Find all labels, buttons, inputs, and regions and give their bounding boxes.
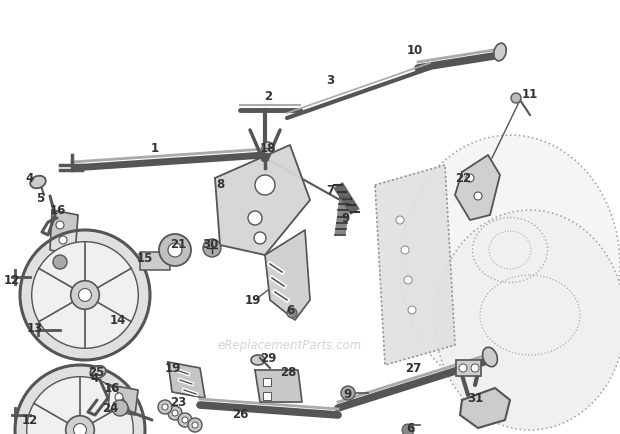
Ellipse shape bbox=[90, 366, 106, 378]
Circle shape bbox=[32, 242, 138, 349]
Polygon shape bbox=[375, 165, 455, 365]
Circle shape bbox=[182, 417, 188, 423]
Circle shape bbox=[168, 406, 182, 420]
Ellipse shape bbox=[251, 355, 265, 365]
Circle shape bbox=[511, 93, 521, 103]
Text: 29: 29 bbox=[260, 352, 276, 365]
Text: 5: 5 bbox=[36, 191, 44, 204]
Polygon shape bbox=[168, 362, 205, 398]
Circle shape bbox=[203, 239, 221, 257]
Circle shape bbox=[471, 364, 479, 372]
Text: 19: 19 bbox=[245, 293, 261, 306]
Circle shape bbox=[248, 211, 262, 225]
Text: 3: 3 bbox=[326, 73, 334, 86]
Text: 10: 10 bbox=[407, 43, 423, 56]
Circle shape bbox=[404, 276, 412, 284]
Text: 7: 7 bbox=[326, 184, 334, 197]
Circle shape bbox=[79, 289, 91, 302]
Text: 6: 6 bbox=[406, 421, 414, 434]
Polygon shape bbox=[265, 230, 310, 320]
Circle shape bbox=[192, 422, 198, 428]
Circle shape bbox=[401, 246, 409, 254]
Text: 16: 16 bbox=[104, 381, 120, 395]
Text: 4: 4 bbox=[91, 372, 99, 385]
Polygon shape bbox=[215, 145, 310, 255]
Circle shape bbox=[396, 216, 404, 224]
Text: 4: 4 bbox=[26, 171, 34, 184]
Circle shape bbox=[112, 400, 128, 416]
Circle shape bbox=[27, 377, 133, 434]
Text: 19: 19 bbox=[165, 362, 181, 375]
Text: 26: 26 bbox=[232, 408, 248, 421]
Circle shape bbox=[254, 232, 266, 244]
Ellipse shape bbox=[494, 43, 507, 61]
Polygon shape bbox=[455, 155, 500, 220]
Circle shape bbox=[162, 404, 168, 410]
Circle shape bbox=[188, 418, 202, 432]
Circle shape bbox=[15, 365, 145, 434]
Circle shape bbox=[74, 424, 86, 434]
Text: 16: 16 bbox=[50, 204, 66, 217]
Text: 24: 24 bbox=[102, 401, 118, 414]
Text: 28: 28 bbox=[280, 366, 296, 379]
Circle shape bbox=[168, 243, 182, 257]
Text: 18: 18 bbox=[260, 141, 276, 155]
Circle shape bbox=[287, 308, 297, 318]
Circle shape bbox=[53, 255, 67, 269]
Text: 14: 14 bbox=[110, 313, 126, 326]
Text: 12: 12 bbox=[22, 414, 38, 427]
Circle shape bbox=[172, 410, 178, 416]
Bar bbox=[263, 378, 271, 386]
Ellipse shape bbox=[435, 210, 620, 430]
Text: 13: 13 bbox=[27, 322, 43, 335]
Text: 8: 8 bbox=[216, 178, 224, 191]
Text: 11: 11 bbox=[522, 89, 538, 102]
Bar bbox=[140, 252, 170, 270]
Bar bbox=[263, 392, 271, 400]
Circle shape bbox=[118, 405, 126, 413]
Polygon shape bbox=[460, 388, 510, 428]
Circle shape bbox=[59, 236, 67, 244]
Circle shape bbox=[71, 281, 99, 309]
Bar bbox=[456, 360, 481, 376]
Text: 6: 6 bbox=[286, 303, 294, 316]
Circle shape bbox=[408, 306, 416, 314]
Text: 27: 27 bbox=[405, 362, 421, 375]
Circle shape bbox=[459, 364, 467, 372]
Polygon shape bbox=[50, 210, 78, 255]
Text: 31: 31 bbox=[467, 391, 483, 404]
Circle shape bbox=[115, 393, 123, 401]
Text: 12: 12 bbox=[4, 273, 20, 286]
Circle shape bbox=[262, 142, 274, 154]
Ellipse shape bbox=[482, 347, 497, 367]
Circle shape bbox=[402, 424, 414, 434]
Text: 22: 22 bbox=[455, 171, 471, 184]
Circle shape bbox=[66, 416, 94, 434]
Ellipse shape bbox=[400, 135, 620, 395]
Text: 30: 30 bbox=[202, 239, 218, 251]
Text: 9: 9 bbox=[341, 211, 349, 224]
Circle shape bbox=[56, 221, 64, 229]
Polygon shape bbox=[255, 370, 302, 402]
Circle shape bbox=[158, 400, 172, 414]
Text: 25: 25 bbox=[88, 365, 104, 378]
Ellipse shape bbox=[30, 176, 46, 188]
Text: 15: 15 bbox=[137, 251, 153, 264]
Polygon shape bbox=[108, 385, 138, 415]
Circle shape bbox=[178, 413, 192, 427]
Circle shape bbox=[20, 230, 150, 360]
Text: 21: 21 bbox=[170, 239, 186, 251]
Circle shape bbox=[159, 234, 191, 266]
Circle shape bbox=[466, 174, 474, 182]
Circle shape bbox=[255, 175, 275, 195]
Text: 9: 9 bbox=[344, 388, 352, 401]
Circle shape bbox=[341, 386, 355, 400]
Text: eReplacementParts.com: eReplacementParts.com bbox=[218, 339, 362, 352]
Text: 2: 2 bbox=[264, 89, 272, 102]
Circle shape bbox=[474, 192, 482, 200]
Text: 1: 1 bbox=[151, 141, 159, 155]
Text: 23: 23 bbox=[170, 397, 186, 410]
